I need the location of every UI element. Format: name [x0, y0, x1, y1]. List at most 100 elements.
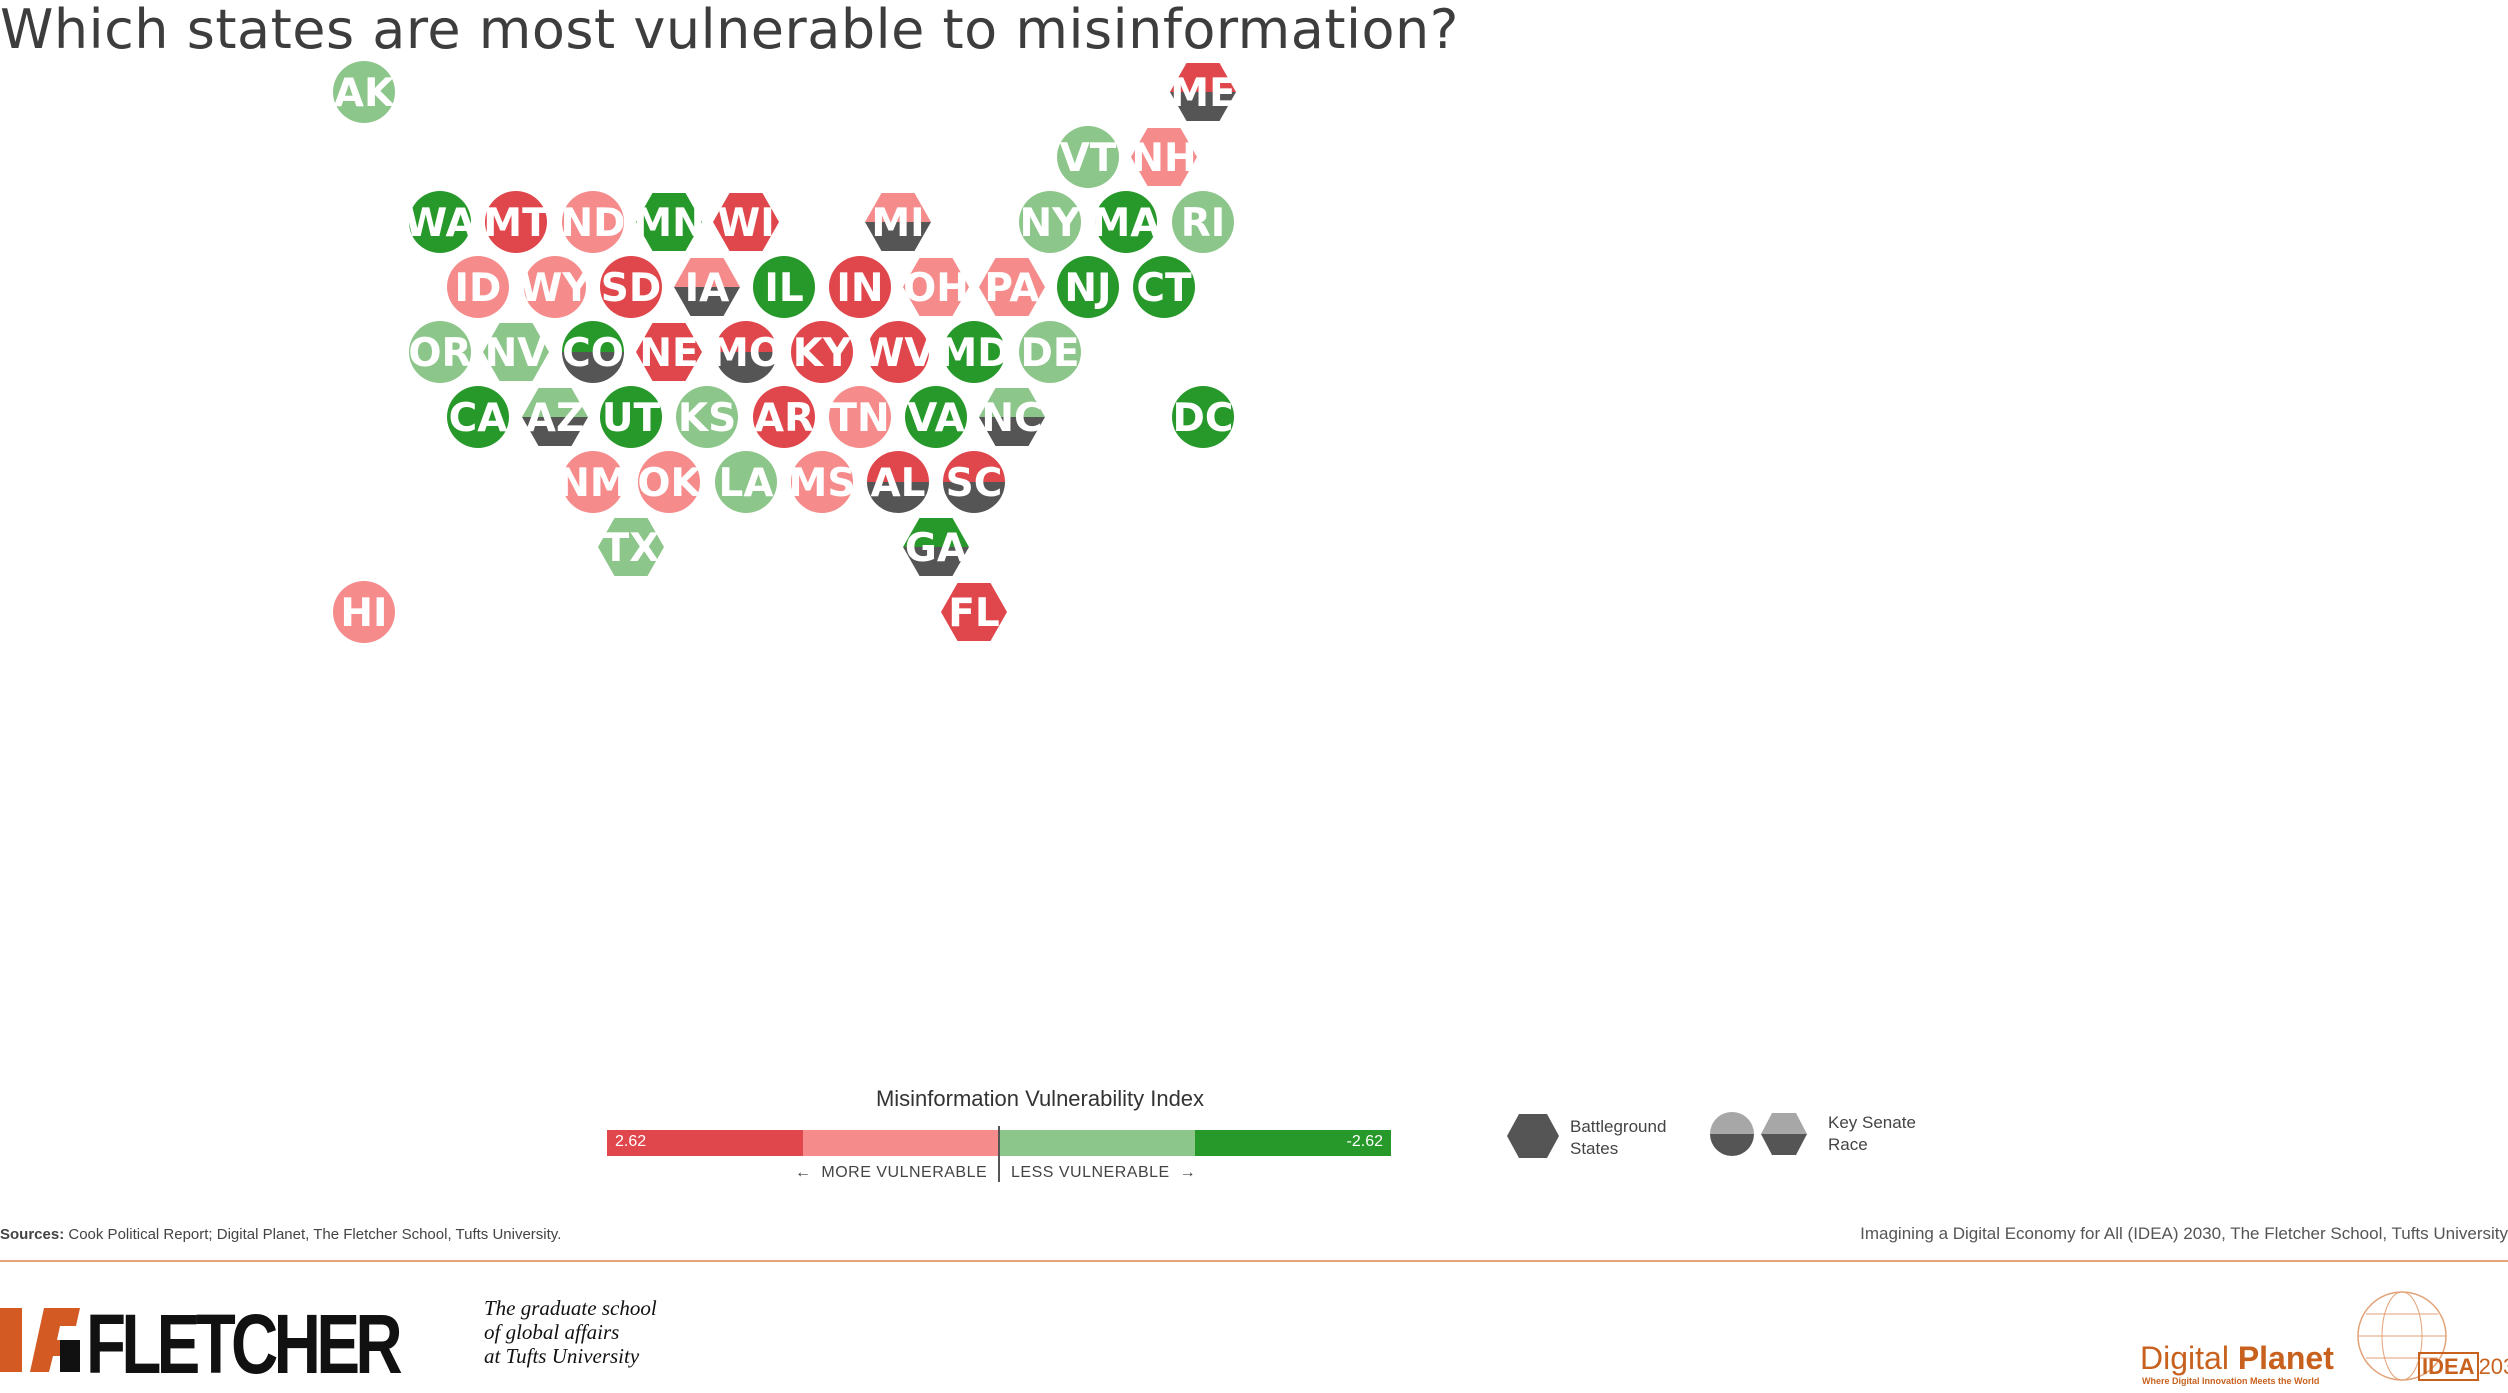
state-label-mo: MO	[710, 331, 782, 376]
senate-legend-label: Key Senate Race	[1828, 1113, 1916, 1154]
sources-label: Sources:	[0, 1226, 65, 1243]
state-tile-mi: MI	[865, 193, 931, 251]
state-tile-wy: WY	[519, 256, 591, 318]
state-label-wy: WY	[519, 266, 591, 311]
digital-planet-wordmark: Digital Planet	[2140, 1340, 2334, 1377]
less-vulnerable-text: LESS VULNERABLE	[1011, 1164, 1170, 1181]
scale-midpoint-divider	[998, 1126, 1000, 1182]
state-tile-fl: FL	[941, 583, 1007, 641]
state-label-nj: NJ	[1064, 266, 1111, 311]
scale-very-high: 2.62	[607, 1130, 803, 1156]
state-label-pa: PA	[984, 266, 1039, 311]
state-tile-wa: WA	[404, 191, 476, 253]
state-tile-ca: CA	[447, 386, 509, 448]
state-tile-ks: KS	[676, 386, 738, 448]
state-label-nd: ND	[560, 201, 625, 246]
state-label-in: IN	[836, 266, 883, 311]
state-tile-la: LA	[715, 451, 777, 513]
state-label-wa: WA	[404, 201, 475, 246]
tagline-line-1: The graduate school	[484, 1296, 657, 1320]
state-tile-ms: MS	[789, 451, 855, 513]
state-label-ct: CT	[1136, 266, 1192, 311]
footer-divider	[0, 1260, 2508, 1262]
sources-text: Cook Political Report; Digital Planet, T…	[68, 1226, 562, 1243]
state-label-il: IL	[764, 266, 803, 311]
state-label-co: CO	[562, 331, 624, 376]
credit-line: Imagining a Digital Economy for All (IDE…	[1860, 1224, 2508, 1243]
less-vulnerable-label: LESS VULNERABLE →	[1011, 1164, 1196, 1182]
state-tile-nc: NC	[979, 388, 1045, 446]
state-label-mi: MI	[871, 201, 924, 246]
state-tile-il: IL	[753, 256, 815, 318]
battleground-hex-icon	[1507, 1114, 1559, 1158]
more-vulnerable-text: MORE VULNERABLE	[821, 1164, 988, 1181]
state-tile-ky: KY	[791, 321, 853, 383]
scale-max-label: -2.62	[1346, 1133, 1383, 1150]
state-tile-ny: NY	[1019, 191, 1081, 253]
state-tile-ri: RI	[1172, 191, 1234, 253]
vulnerability-scale: 2.62 -2.62	[607, 1130, 1391, 1156]
state-label-tn: TN	[830, 396, 889, 441]
state-tile-ma: MA	[1092, 191, 1161, 253]
scale-low	[999, 1130, 1195, 1156]
state-tile-ne: NE	[636, 323, 702, 381]
state-label-al: AL	[870, 461, 925, 506]
state-label-ma: MA	[1092, 201, 1161, 246]
state-tile-nm: NM	[557, 451, 629, 513]
sources-note: Sources: Cook Political Report; Digital …	[0, 1226, 561, 1243]
scale-min-label: 2.62	[615, 1133, 647, 1150]
state-label-mn: MN	[633, 201, 704, 246]
legend-title: Misinformation Vulnerability Index	[875, 1086, 1205, 1111]
state-tile-in: IN	[829, 256, 891, 318]
state-label-nm: NM	[557, 461, 628, 506]
state-label-ri: RI	[1181, 201, 1226, 246]
state-label-md: MD	[938, 331, 1009, 376]
state-tile-nd: ND	[560, 191, 626, 253]
state-label-ks: KS	[678, 396, 736, 441]
state-label-de: DE	[1020, 331, 1079, 376]
state-tile-id: ID	[447, 256, 509, 318]
state-tile-al: AL	[867, 451, 929, 513]
state-label-sc: SC	[946, 461, 1003, 506]
state-label-ny: NY	[1020, 201, 1082, 246]
state-tile-mn: MN	[633, 193, 705, 251]
arrow-left-icon: ←	[795, 1164, 812, 1181]
state-label-wi: WI	[717, 201, 775, 246]
state-tile-va: VA	[905, 386, 967, 448]
state-tile-co: CO	[562, 321, 624, 383]
state-tile-ut: UT	[600, 386, 662, 448]
state-label-ar: AR	[754, 396, 814, 441]
state-tile-tx: TX	[598, 518, 664, 576]
state-label-oh: OH	[903, 266, 969, 311]
battleground-legend-label: Battleground States	[1570, 1117, 1667, 1158]
state-tile-ak: AK	[333, 61, 396, 123]
state-tile-pa: PA	[979, 258, 1045, 316]
fletcher-emblem-icon	[0, 1308, 80, 1372]
state-tile-az: AZ	[522, 388, 588, 446]
state-label-ak: AK	[334, 71, 396, 116]
state-label-me: ME	[1170, 71, 1235, 116]
state-label-ia: IA	[685, 266, 730, 311]
state-label-ok: OK	[637, 461, 702, 506]
state-label-az: AZ	[526, 396, 584, 441]
state-tile-sd: SD	[600, 256, 662, 318]
state-label-fl: FL	[948, 591, 1000, 636]
state-tile-or: OR	[408, 321, 472, 383]
fletcher-wordmark: FLETCHER	[86, 1297, 403, 1391]
state-label-hi: HI	[340, 591, 387, 636]
state-label-wv: WV	[861, 331, 934, 376]
state-tile-ia: IA	[674, 258, 740, 316]
state-tile-wi: WI	[713, 193, 779, 251]
state-tile-nh: NH	[1131, 128, 1197, 186]
state-label-nh: NH	[1131, 136, 1196, 181]
state-label-ut: UT	[602, 396, 661, 441]
state-tile-dc: DC	[1172, 386, 1234, 448]
scale-very-low: -2.62	[1195, 1130, 1391, 1156]
page-title: Which states are most vulnerable to misi…	[0, 0, 1459, 61]
dp-word-bold: Planet	[2237, 1340, 2334, 1376]
state-label-id: ID	[455, 266, 502, 311]
state-label-tx: TX	[603, 526, 660, 571]
state-label-va: VA	[907, 396, 965, 441]
state-tile-vt: VT	[1057, 126, 1119, 188]
